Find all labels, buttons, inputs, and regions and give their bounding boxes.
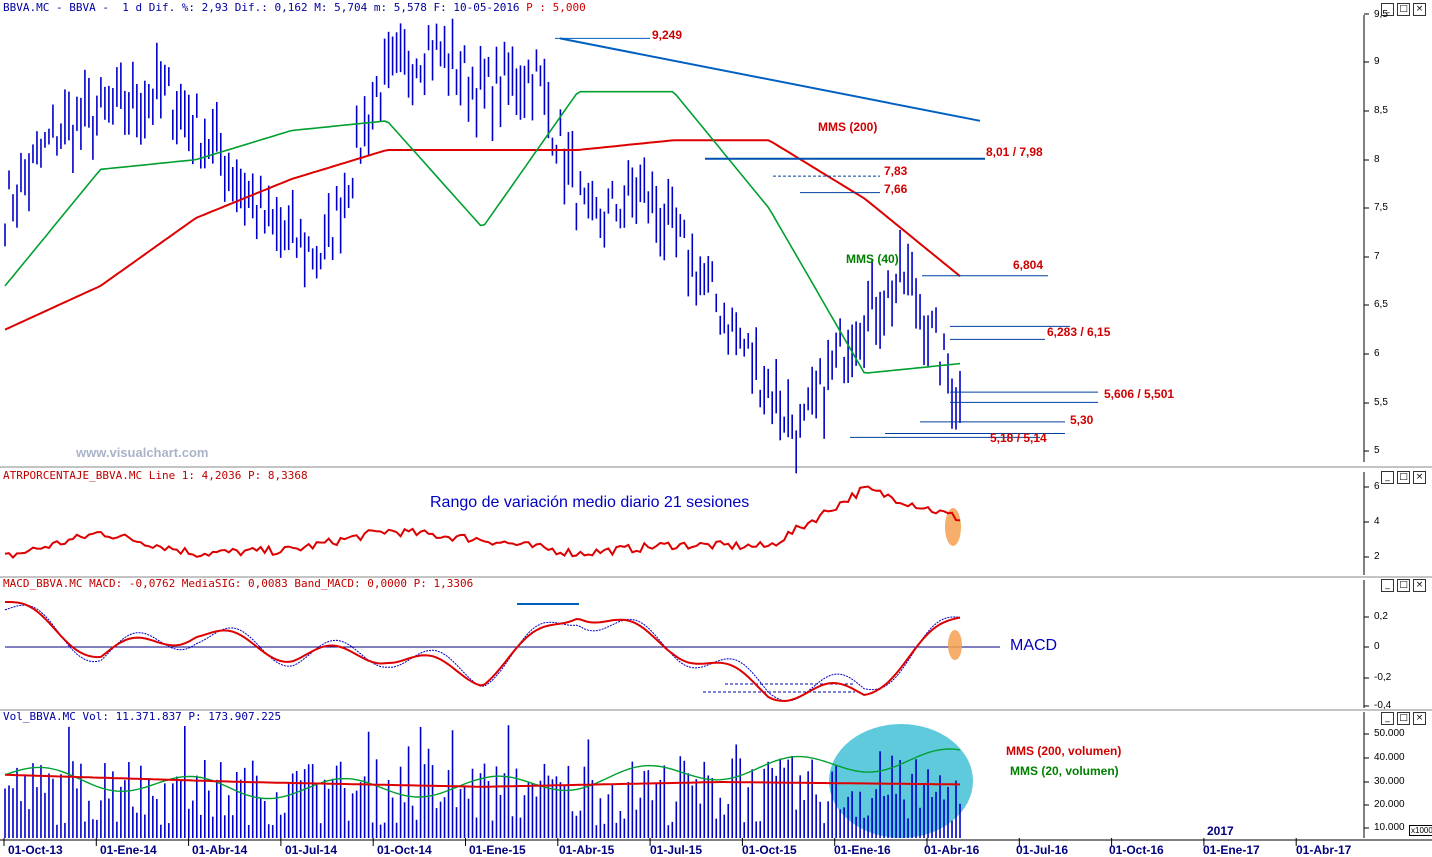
watermark: www.visualchart.com (76, 445, 209, 460)
vol-window-buttons: _ □ × (1381, 712, 1426, 725)
year-marker: 2017 (1207, 824, 1234, 838)
volume-mms20-line (4, 748, 961, 800)
level-label-518: 5,18 / 5,14 (990, 431, 1047, 445)
close-icon[interactable]: × (1413, 471, 1426, 484)
y-tick: 50.000 (1374, 728, 1405, 739)
maximize-icon[interactable]: □ (1397, 471, 1410, 484)
atr-title: Rango de variación medio diario 21 sesio… (430, 494, 750, 511)
y-tick: 7,5 (1374, 202, 1388, 213)
y-tick: 40.000 (1374, 752, 1405, 763)
minimize-icon[interactable]: _ (1381, 3, 1394, 16)
vol-mms200-label: MMS (200, volumen) (1006, 744, 1122, 758)
y-tick: 5 (1374, 445, 1380, 456)
x-tick: 01-Oct-16 (1109, 843, 1164, 857)
y-tick: -0,4 (1374, 700, 1392, 711)
atr-line (4, 485, 961, 559)
y-tick: 6 (1374, 348, 1380, 359)
close-icon[interactable]: × (1413, 712, 1426, 725)
mms40-line (4, 90, 961, 374)
volume-mms200-line (4, 773, 960, 788)
minimize-icon[interactable]: _ (1381, 579, 1394, 592)
y-tick: 6,5 (1374, 299, 1388, 310)
level-label-6283: 6,283 / 6,15 (1047, 325, 1111, 339)
macd-line (5, 601, 961, 703)
x-tick: 01-Ene-16 (834, 843, 891, 857)
price-header: BBVA.MC - BBVA - 1 d Dif. %: 2,93 Dif.: … (3, 1, 586, 14)
level-label-9249: 9,249 (652, 28, 683, 42)
x-tick: 01-Ene-17 (1203, 843, 1260, 857)
macd-window-buttons: _ □ × (1381, 579, 1426, 592)
x-tick: 01-Jul-16 (1016, 843, 1069, 857)
y-tick: 8 (1374, 154, 1380, 165)
x-tick: 01-Jul-15 (650, 843, 703, 857)
y-tick: 7 (1374, 251, 1380, 262)
x-tick: 01-Ene-14 (100, 843, 157, 857)
y-tick: 4 (1374, 516, 1380, 527)
macd-highlight (948, 630, 962, 660)
minimize-icon[interactable]: _ (1381, 712, 1394, 725)
price-window-buttons: _ □ × (1381, 3, 1426, 16)
y-tick: 10.000 (1374, 822, 1405, 833)
x-tick: 01-Oct-15 (742, 843, 797, 857)
x-tick: 01-Ene-15 (469, 843, 526, 857)
maximize-icon[interactable]: □ (1397, 3, 1410, 16)
maximize-icon[interactable]: □ (1397, 579, 1410, 592)
volume-highlight (829, 724, 973, 838)
vol-unit: x1000 (1409, 825, 1432, 836)
atr-window-buttons: _ □ × (1381, 471, 1426, 484)
macd-header: MACD_BBVA.MC MACD: -0,0762 MediaSIG: 0,0… (3, 577, 474, 590)
level-label-766: 7,66 (884, 182, 908, 196)
x-tick: 01-Jul-14 (285, 843, 338, 857)
x-tick: 01-Abr-17 (1296, 843, 1352, 857)
y-tick: 30.000 (1374, 776, 1405, 787)
y-tick: 9,5 (1374, 9, 1388, 20)
x-tick: 01-Abr-16 (924, 843, 980, 857)
atr-header: ATRPORCENTAJE_BBVA.MC Line 1: 4,2036 P: … (3, 469, 308, 482)
atr-highlight (945, 508, 961, 546)
trendline (559, 37, 981, 122)
level-label-6804: 6,804 (1013, 258, 1044, 272)
y-tick: 8,5 (1374, 105, 1388, 116)
vol-header: Vol_BBVA.MC Vol: 11.371.837 P: 173.907.2… (3, 710, 282, 723)
x-tick: 01-Abr-14 (192, 843, 248, 857)
y-tick: 0 (1374, 641, 1380, 652)
maximize-icon[interactable]: □ (1397, 712, 1410, 725)
y-tick: 6 (1374, 481, 1380, 492)
x-tick: 01-Oct-14 (377, 843, 432, 857)
x-tick: 01-Abr-15 (559, 843, 615, 857)
y-tick: 2 (1374, 551, 1380, 562)
close-icon[interactable]: × (1413, 3, 1426, 16)
y-tick: 9 (1374, 56, 1380, 67)
vol-mms20-label: MMS (20, volumen) (1010, 764, 1119, 778)
mms200-line (4, 139, 961, 331)
minimize-icon[interactable]: _ (1381, 471, 1394, 484)
level-label-801: 8,01 / 7,98 (986, 145, 1043, 159)
y-tick: 20.000 (1374, 799, 1405, 810)
x-tick: 01-Oct-13 (8, 843, 63, 857)
y-tick: -0,2 (1374, 672, 1392, 683)
mms200-label: MMS (200) (818, 120, 878, 134)
level-label-530: 5,30 (1070, 413, 1094, 427)
close-icon[interactable]: × (1413, 579, 1426, 592)
header-strip (1, 1, 1431, 15)
level-label-783: 7,83 (884, 164, 908, 178)
y-tick: 0,2 (1374, 611, 1388, 622)
y-tick: 5,5 (1374, 397, 1388, 408)
mms40-label: MMS (40) (846, 252, 899, 266)
macd-title: MACD (1010, 637, 1058, 654)
level-label-5606: 5,606 / 5,501 (1104, 387, 1175, 401)
